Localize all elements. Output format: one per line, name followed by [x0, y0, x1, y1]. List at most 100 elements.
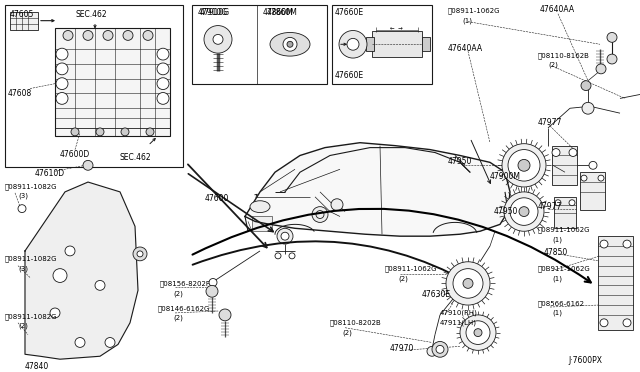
Circle shape — [463, 279, 473, 288]
Circle shape — [607, 54, 617, 64]
Circle shape — [103, 31, 113, 40]
Circle shape — [600, 240, 608, 248]
Text: (2): (2) — [173, 290, 183, 297]
Circle shape — [209, 279, 217, 286]
Bar — [598, 236, 633, 330]
Text: (2): (2) — [173, 315, 183, 321]
Circle shape — [502, 144, 546, 187]
Bar — [366, 38, 374, 51]
Text: 47660E: 47660E — [335, 8, 364, 17]
Circle shape — [18, 205, 26, 212]
Text: 47605: 47605 — [10, 10, 35, 19]
Bar — [580, 172, 605, 209]
Text: Ⓝ08566-6162: Ⓝ08566-6162 — [538, 300, 585, 307]
Circle shape — [53, 269, 67, 282]
Text: 47640AA: 47640AA — [448, 44, 483, 53]
Text: 47850: 47850 — [544, 248, 568, 257]
Circle shape — [56, 63, 68, 75]
Circle shape — [283, 38, 297, 51]
Text: 47840: 47840 — [25, 362, 49, 371]
Text: ⓝ08911-1082G: ⓝ08911-1082G — [5, 183, 58, 190]
Circle shape — [275, 253, 281, 259]
Circle shape — [518, 160, 530, 171]
Text: Ⓑ08146-6162G: Ⓑ08146-6162G — [158, 305, 211, 312]
Circle shape — [552, 148, 560, 157]
Text: ⓝ08911-1062G: ⓝ08911-1062G — [448, 8, 500, 15]
Circle shape — [157, 78, 169, 90]
Text: SEC.462: SEC.462 — [120, 153, 152, 161]
Circle shape — [555, 200, 561, 206]
Circle shape — [519, 207, 529, 217]
Circle shape — [331, 199, 343, 211]
Circle shape — [287, 41, 293, 47]
Circle shape — [56, 78, 68, 90]
Circle shape — [146, 128, 154, 136]
Bar — [422, 38, 430, 51]
Circle shape — [623, 319, 631, 327]
Text: ⓝ08911-1062G: ⓝ08911-1062G — [538, 226, 591, 233]
Circle shape — [157, 93, 169, 104]
Circle shape — [460, 315, 496, 350]
Text: 47910(RH): 47910(RH) — [440, 310, 478, 317]
Circle shape — [204, 26, 232, 53]
Bar — [332, 5, 432, 84]
Text: (1): (1) — [462, 18, 472, 24]
Circle shape — [83, 160, 93, 170]
Text: 47970: 47970 — [390, 344, 414, 353]
Circle shape — [600, 319, 608, 327]
Text: 47950: 47950 — [448, 157, 472, 166]
Text: 47630E: 47630E — [422, 290, 451, 299]
Text: 47977: 47977 — [538, 202, 563, 211]
Ellipse shape — [270, 32, 310, 56]
Circle shape — [581, 175, 587, 181]
Text: (1): (1) — [552, 310, 562, 317]
Circle shape — [474, 329, 482, 337]
Text: ⓝ0B911-1062G: ⓝ0B911-1062G — [538, 266, 591, 272]
Text: 47660E: 47660E — [335, 71, 364, 80]
Circle shape — [508, 150, 540, 181]
Bar — [55, 28, 170, 136]
Circle shape — [289, 253, 295, 259]
Circle shape — [105, 337, 115, 347]
Text: 47977: 47977 — [538, 118, 563, 127]
Text: ⓝ08911-1082G: ⓝ08911-1082G — [5, 256, 58, 263]
Text: (2): (2) — [18, 323, 28, 329]
Text: Ⓑ08110-8202B: Ⓑ08110-8202B — [330, 320, 381, 327]
Circle shape — [569, 148, 577, 157]
Text: 47600: 47600 — [205, 194, 229, 203]
Text: (2): (2) — [548, 62, 558, 68]
Circle shape — [598, 175, 604, 181]
Text: (2): (2) — [398, 276, 408, 282]
Text: 47860M: 47860M — [263, 8, 294, 17]
Circle shape — [56, 48, 68, 60]
Circle shape — [277, 228, 293, 244]
Text: (1): (1) — [552, 236, 562, 243]
Circle shape — [339, 31, 367, 58]
Circle shape — [510, 198, 538, 225]
Text: 47640AA: 47640AA — [540, 5, 575, 14]
Circle shape — [63, 31, 73, 40]
Bar — [10, 12, 38, 29]
Text: J·7600PX: J·7600PX — [568, 356, 602, 365]
Circle shape — [623, 240, 631, 248]
Circle shape — [596, 64, 606, 74]
Text: 47600D: 47600D — [60, 150, 90, 158]
Circle shape — [219, 309, 231, 321]
Circle shape — [121, 128, 129, 136]
Circle shape — [347, 38, 359, 50]
Circle shape — [582, 102, 594, 114]
Text: (2): (2) — [342, 330, 352, 336]
Bar — [252, 217, 272, 231]
Circle shape — [95, 280, 105, 290]
Circle shape — [75, 337, 85, 347]
Circle shape — [96, 128, 104, 136]
Bar — [552, 146, 577, 185]
Circle shape — [504, 192, 544, 231]
Text: Ⓑ08156-8202F: Ⓑ08156-8202F — [160, 280, 211, 287]
Text: 47900M: 47900M — [490, 172, 521, 181]
Circle shape — [123, 31, 133, 40]
Circle shape — [281, 232, 289, 240]
Circle shape — [432, 341, 448, 357]
Circle shape — [157, 63, 169, 75]
Text: 47610D: 47610D — [35, 169, 65, 178]
